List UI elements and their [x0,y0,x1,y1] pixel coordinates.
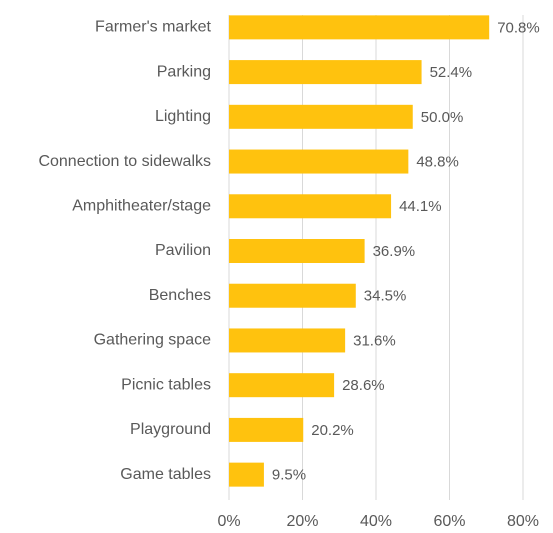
y-tick-label: Farmer's market [95,19,212,36]
value-label: 52.4% [430,64,473,81]
y-tick-label: Picnic tables [121,376,211,393]
y-tick-label: Parking [157,63,211,80]
value-label: 44.1% [399,198,442,215]
bar [229,104,413,129]
value-label: 70.8% [497,19,540,36]
y-tick-label: Game tables [120,466,211,483]
y-tick-label: Lighting [155,108,211,125]
y-tick-label: Amphitheater/stage [72,197,211,214]
value-label: 20.2% [311,422,354,439]
x-tick-label: 40% [360,513,392,530]
value-label: 31.6% [353,332,396,349]
value-label: 48.8% [416,154,459,171]
value-label: 36.9% [373,243,416,260]
y-tick-label: Playground [130,421,211,438]
bar [229,239,365,263]
value-label: 28.6% [342,377,385,394]
bar [229,462,264,487]
x-tick-label: 80% [507,513,539,530]
x-tick-label: 0% [217,513,240,530]
x-tick-label: 20% [286,513,318,530]
value-label: 9.5% [272,467,306,484]
bar [229,283,356,308]
y-tick-label: Gathering space [94,332,212,349]
bar [229,149,409,174]
x-tick-label: 60% [433,513,465,530]
bar [229,15,490,40]
y-tick-label: Connection to sidewalks [38,153,211,170]
y-tick-label: Benches [149,287,211,304]
y-tick-label: Pavilion [155,242,211,259]
value-label: 50.0% [421,109,464,126]
value-label: 34.5% [364,288,407,305]
bar [229,194,392,219]
bar [229,328,346,353]
bar [229,417,304,442]
bar [229,60,422,85]
bar [229,373,335,398]
